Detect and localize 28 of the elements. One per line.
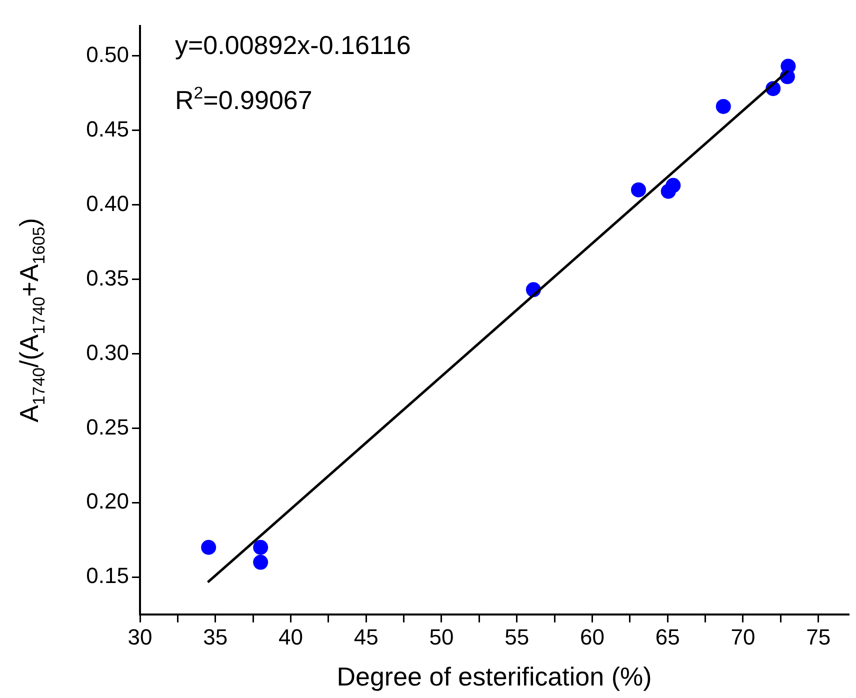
y-tick-label: 0.50: [86, 42, 129, 67]
point: [253, 554, 268, 570]
point: [201, 540, 216, 555]
point: [716, 98, 731, 114]
point: [253, 540, 268, 555]
x-axis-title: Degree of esterification (%): [336, 662, 652, 692]
x-tick-label: 55: [504, 624, 530, 650]
x-tick-label: 65: [655, 624, 680, 650]
point: [666, 178, 681, 193]
point: [631, 182, 646, 198]
y-axis-title: A1740/(A1740+A1605): [14, 218, 48, 422]
y-tick-label: 0.30: [86, 340, 129, 365]
x-tick-label: 40: [278, 624, 303, 650]
y-tick-label: 0.15: [86, 563, 129, 588]
y-tick-label: 0.25: [86, 414, 129, 440]
x-tick-label: 60: [580, 624, 604, 650]
x-tick-label: 75: [806, 624, 831, 650]
y-tick-label: 0.40: [86, 190, 129, 216]
y-tick-label: 0.35: [86, 265, 129, 290]
y-tick-label: 0.45: [86, 116, 129, 142]
point: [780, 58, 796, 74]
x-tick-label: 35: [203, 624, 228, 650]
x-tick-label: 45: [354, 624, 378, 650]
x-tick-label: 50: [429, 624, 454, 650]
x-tick-label: 70: [730, 624, 756, 650]
y-tick-label: 0.20: [86, 488, 129, 514]
x-tick-label: 30: [128, 624, 152, 650]
annotation: y=0.00892x-0.16116: [175, 30, 411, 60]
